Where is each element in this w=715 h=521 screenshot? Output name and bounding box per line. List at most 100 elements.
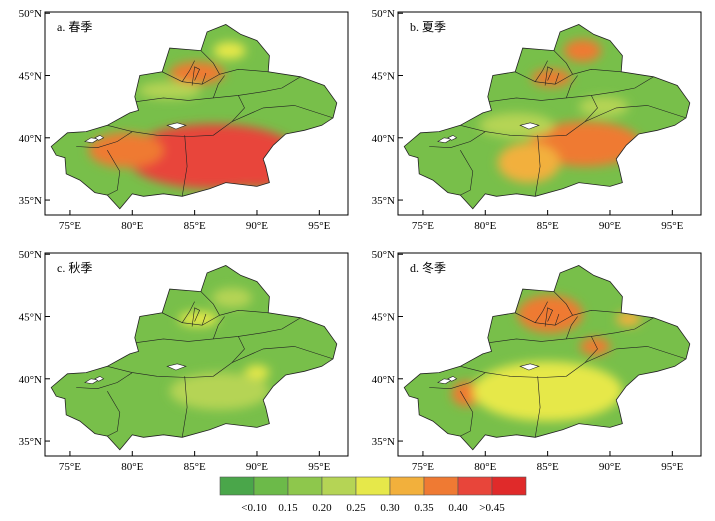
legend-label: 0.35 xyxy=(414,502,434,514)
prefecture-boundary xyxy=(488,76,654,102)
legend-color-box xyxy=(287,476,323,496)
concentration-hotspot xyxy=(578,96,629,117)
prefecture-boundary xyxy=(231,95,245,122)
map-panel-1: b. 夏季 50°N 45°N 40°N 35°N 75°E 80°E 85°E 90°E 95°… xyxy=(372,8,702,232)
prefecture-boundary xyxy=(584,95,598,122)
prefecture-boundary xyxy=(201,313,207,326)
concentration-hotspot xyxy=(213,41,246,60)
lon-tick-label: 80°E xyxy=(474,461,496,473)
legend-label: >0.45 xyxy=(479,502,505,514)
lon-tick-label: 75°E xyxy=(59,461,81,473)
legend-color-box xyxy=(219,476,255,496)
prefecture-boundary xyxy=(76,372,133,390)
lon-tick-label: 80°E xyxy=(474,220,496,232)
prefecture-boundary xyxy=(191,66,200,86)
concentration-hotspot xyxy=(497,142,561,183)
region-base-fill xyxy=(404,24,690,209)
legend-color-box xyxy=(389,476,425,496)
lake-outline xyxy=(519,363,540,371)
prefecture-boundary xyxy=(107,346,334,378)
legend-label: <0.10 xyxy=(241,502,267,514)
legend-label: 0.30 xyxy=(380,502,400,514)
prefecture-boundary xyxy=(76,131,133,149)
lake-outline xyxy=(519,122,540,130)
legend-color-box xyxy=(491,476,527,496)
legend-label: 0.25 xyxy=(346,502,366,514)
lake-outline xyxy=(94,375,105,382)
concentration-hotspot xyxy=(479,112,554,138)
concentration-hotspot xyxy=(244,365,270,381)
panel-label: d. 冬季 xyxy=(410,260,446,275)
prefecture-boundary xyxy=(553,291,573,316)
region-outline xyxy=(50,265,338,451)
lake-outline xyxy=(94,134,105,141)
prefecture-boundary xyxy=(584,336,598,363)
lon-tick-label: 95°E xyxy=(308,461,330,473)
region-base-fill xyxy=(51,265,337,450)
prefecture-boundary xyxy=(181,60,195,82)
lat-tick-label: 35°N xyxy=(372,436,395,448)
prefecture-boundary xyxy=(181,376,188,438)
prefecture-boundary xyxy=(429,372,486,390)
lon-tick-label: 90°E xyxy=(599,220,621,232)
lon-tick-label: 85°E xyxy=(537,461,559,473)
lake-outline xyxy=(166,363,187,371)
prefecture-boundary xyxy=(162,68,269,85)
prefecture-boundary xyxy=(534,60,548,82)
lon-tick-label: 80°E xyxy=(121,220,143,232)
lat-tick-label: 35°N xyxy=(19,195,42,207)
legend-label: 0.20 xyxy=(312,502,332,514)
lon-tick-label: 95°E xyxy=(661,220,683,232)
colorbar-legend: <0.10 0.15 0.20 0.25 0.30 0.35 0.40 >0.45 xyxy=(219,476,527,514)
prefecture-boundary xyxy=(201,72,207,85)
lat-tick-label: 45°N xyxy=(19,71,42,83)
prefecture-boundary xyxy=(213,316,225,340)
concentration-hotspot xyxy=(169,372,270,410)
prefecture-boundary xyxy=(534,301,548,323)
map-panels: a. 春季 50°N 45°N 40°N 35°N 75°E 80°E 85°E 90°E 95°… xyxy=(19,8,702,473)
legend-color-box xyxy=(423,476,459,496)
lake-outline xyxy=(447,134,458,141)
lake-outline xyxy=(166,122,187,130)
prefecture-boundary xyxy=(534,376,541,438)
prefecture-boundary xyxy=(515,309,622,326)
prefecture-boundary xyxy=(191,307,200,327)
prefecture-boundary xyxy=(488,317,654,343)
lat-tick-label: 45°N xyxy=(19,312,42,324)
map-panel-3: d. 冬季 50°N 45°N 40°N 35°N 75°E 80°E 85°E 90°E 95°… xyxy=(372,249,702,473)
region-outline xyxy=(50,24,338,210)
lake-outline xyxy=(447,375,458,382)
lon-tick-label: 75°E xyxy=(412,220,434,232)
region-outline xyxy=(403,24,691,210)
prefecture-boundary xyxy=(162,309,269,326)
concentration-hotspot xyxy=(472,361,623,422)
prefecture-boundary xyxy=(460,391,474,437)
prefecture-boundary xyxy=(200,50,220,75)
legend-color-box xyxy=(355,476,391,496)
prefecture-boundary xyxy=(515,68,622,85)
prefecture-boundary xyxy=(566,75,578,99)
legend-label: 0.15 xyxy=(278,502,298,514)
lat-tick-label: 40°N xyxy=(372,133,395,145)
concentration-field xyxy=(479,39,642,183)
concentration-hotspot xyxy=(580,337,610,356)
concentration-hotspot xyxy=(88,132,164,168)
prefecture-boundary xyxy=(181,301,195,323)
lat-tick-label: 50°N xyxy=(19,249,42,261)
prefecture-boundary xyxy=(460,150,474,196)
region-outline xyxy=(403,265,691,451)
legend-color-box xyxy=(321,476,357,496)
lon-tick-label: 90°E xyxy=(599,461,621,473)
prefecture-boundary xyxy=(544,307,553,327)
prefecture-boundary xyxy=(553,50,573,75)
lat-tick-label: 50°N xyxy=(372,8,395,20)
lon-tick-label: 90°E xyxy=(246,220,268,232)
lat-tick-label: 45°N xyxy=(372,312,395,324)
lon-tick-label: 85°E xyxy=(184,220,206,232)
prefecture-boundary xyxy=(107,391,121,437)
lat-tick-label: 40°N xyxy=(372,374,395,386)
prefecture-boundary xyxy=(544,66,553,86)
lat-tick-label: 40°N xyxy=(19,374,42,386)
prefecture-boundary xyxy=(429,131,486,149)
legend-color-box xyxy=(457,476,493,496)
